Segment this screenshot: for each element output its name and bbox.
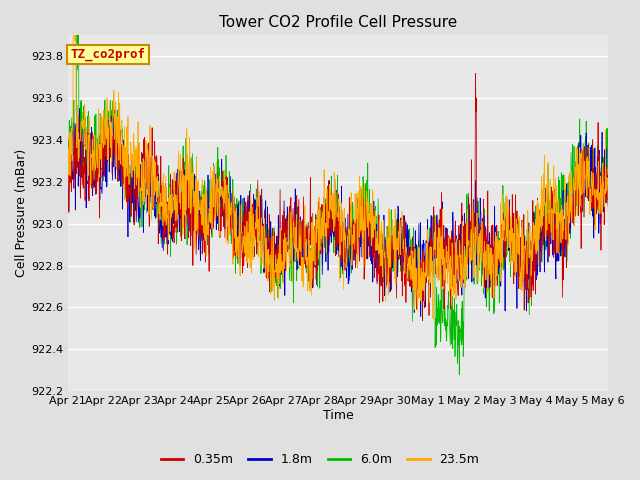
Legend: 0.35m, 1.8m, 6.0m, 23.5m: 0.35m, 1.8m, 6.0m, 23.5m: [156, 448, 484, 471]
Title: Tower CO2 Profile Cell Pressure: Tower CO2 Profile Cell Pressure: [219, 15, 457, 30]
Y-axis label: Cell Pressure (mBar): Cell Pressure (mBar): [15, 149, 28, 277]
Text: TZ_co2prof: TZ_co2prof: [70, 48, 145, 61]
X-axis label: Time: Time: [323, 409, 353, 422]
